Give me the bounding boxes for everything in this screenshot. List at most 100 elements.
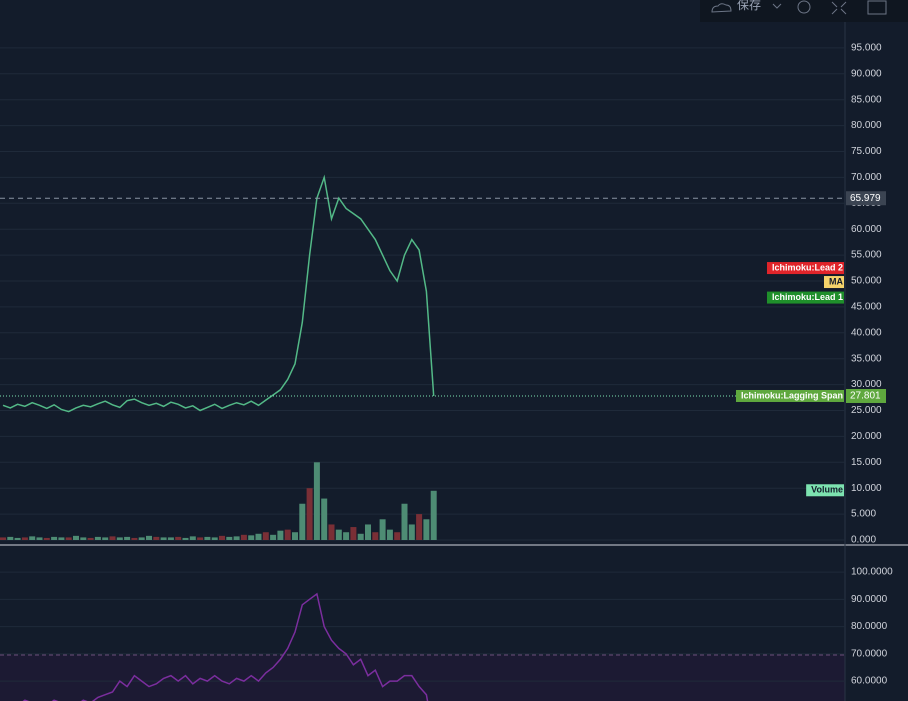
indicator-tag bbox=[766, 291, 844, 304]
volume-bar bbox=[313, 462, 320, 540]
volume-bar bbox=[175, 536, 182, 540]
price-line bbox=[2, 174, 435, 413]
y-tick-label: 0.000 bbox=[851, 535, 876, 546]
indicator-tag bbox=[806, 484, 844, 497]
y-tick-label: 10.000 bbox=[851, 483, 882, 494]
volume-bar bbox=[124, 536, 131, 540]
indicator-tag bbox=[735, 389, 844, 402]
volume-bar bbox=[51, 536, 58, 540]
y-tick-label: 70.0000 bbox=[851, 648, 888, 659]
snapshot-icon[interactable] bbox=[867, 0, 887, 15]
indicator-label: Ichimoku:Lead 1 bbox=[772, 292, 843, 302]
y-tick-label: 95.000 bbox=[851, 43, 882, 54]
volume-bar bbox=[116, 537, 123, 540]
volume-bar bbox=[36, 537, 43, 540]
volume-bar bbox=[248, 535, 255, 540]
volume-bar bbox=[65, 537, 72, 540]
price-tag bbox=[846, 191, 886, 206]
y-tick-label: 60.0000 bbox=[851, 676, 888, 687]
settings-icon[interactable] bbox=[797, 0, 811, 14]
volume-bar bbox=[401, 503, 408, 540]
y-tick-label: 80.0000 bbox=[851, 621, 888, 632]
volume-bar bbox=[73, 535, 79, 540]
volume-bar bbox=[365, 524, 371, 540]
y-tick-label: 55.000 bbox=[851, 250, 882, 261]
volume-bar bbox=[94, 536, 101, 540]
volume-bar bbox=[321, 498, 328, 540]
volume-bar bbox=[379, 519, 386, 540]
price-tag bbox=[846, 388, 886, 403]
indicator-label: Volume bbox=[811, 485, 843, 495]
volume-bar bbox=[182, 537, 189, 540]
dropdown-icon[interactable] bbox=[772, 3, 782, 9]
volume-bar bbox=[102, 537, 109, 540]
volume-bar bbox=[29, 536, 36, 540]
y-tick-label: 70.000 bbox=[851, 172, 882, 183]
y-tick-label: 80.000 bbox=[851, 120, 882, 131]
volume-bar bbox=[408, 524, 415, 540]
volume-bar bbox=[14, 537, 21, 540]
volume-bar bbox=[394, 532, 401, 540]
y-tick-label: 75.000 bbox=[851, 146, 882, 157]
volume-bar bbox=[270, 534, 277, 540]
pane bbox=[0, 571, 845, 701]
volume-bar bbox=[262, 532, 269, 540]
indicator-tag bbox=[824, 276, 844, 289]
indicator-label: Ichimoku:Lead 2 bbox=[772, 262, 843, 272]
y-tick-label: 85.000 bbox=[851, 94, 882, 105]
volume-bar bbox=[43, 537, 50, 540]
volume-bar bbox=[197, 537, 204, 540]
volume-bar bbox=[430, 490, 437, 540]
pane bbox=[0, 47, 845, 541]
volume-bar bbox=[146, 535, 152, 540]
volume-bar bbox=[306, 488, 313, 540]
volume-bar bbox=[284, 529, 291, 540]
volume-bar bbox=[87, 537, 94, 540]
price-tag-label: 65.979 bbox=[850, 193, 881, 204]
volume-bar bbox=[109, 536, 116, 540]
volume-bar bbox=[240, 534, 247, 540]
price-tag-label: 27.801 bbox=[850, 391, 881, 402]
volume-bar bbox=[335, 529, 342, 540]
y-tick-label: 45.000 bbox=[851, 302, 882, 313]
volume-bar bbox=[160, 537, 167, 540]
save-button[interactable]: 保存 bbox=[737, 0, 761, 12]
y-tick-label: 60.000 bbox=[851, 224, 882, 235]
volume-bar bbox=[299, 503, 306, 540]
volume-bar bbox=[138, 537, 145, 540]
y-tick-label: 5.000 bbox=[851, 509, 876, 520]
rsi-band bbox=[0, 655, 845, 701]
volume-bar bbox=[255, 533, 262, 540]
volume-bar bbox=[277, 530, 284, 540]
volume-bar bbox=[328, 524, 335, 540]
indicator-label: Ichimoku:Lagging Span bbox=[741, 390, 843, 400]
volume-bar bbox=[423, 519, 430, 540]
y-tick-label: 50.000 bbox=[851, 276, 882, 287]
volume-bar bbox=[416, 514, 423, 540]
y-tick-label: 15.000 bbox=[851, 457, 882, 468]
volume-bar bbox=[357, 533, 364, 540]
volume-bar bbox=[219, 535, 225, 540]
fullscreen-icon[interactable] bbox=[831, 1, 847, 15]
volume-bar bbox=[204, 536, 211, 540]
volume-bar bbox=[131, 537, 138, 540]
cloud-icon[interactable] bbox=[711, 3, 732, 13]
y-tick-label: 30.000 bbox=[851, 379, 882, 390]
y-tick-label: 25.000 bbox=[851, 405, 882, 416]
volume-bar bbox=[58, 537, 65, 540]
volume-bar bbox=[153, 536, 160, 540]
volume-bar bbox=[292, 532, 298, 540]
price-line bbox=[22, 592, 429, 701]
volume-bar bbox=[226, 536, 233, 540]
y-tick-label: 20.000 bbox=[851, 431, 882, 442]
volume-bar bbox=[343, 532, 350, 540]
volume-bar bbox=[167, 537, 174, 540]
y-tick-label: 90.000 bbox=[851, 68, 882, 79]
volume-bar bbox=[233, 536, 240, 540]
volume-bar bbox=[386, 529, 393, 540]
volume-bar bbox=[189, 536, 196, 540]
indicator-tag bbox=[766, 262, 844, 275]
volume-bar bbox=[372, 532, 379, 540]
